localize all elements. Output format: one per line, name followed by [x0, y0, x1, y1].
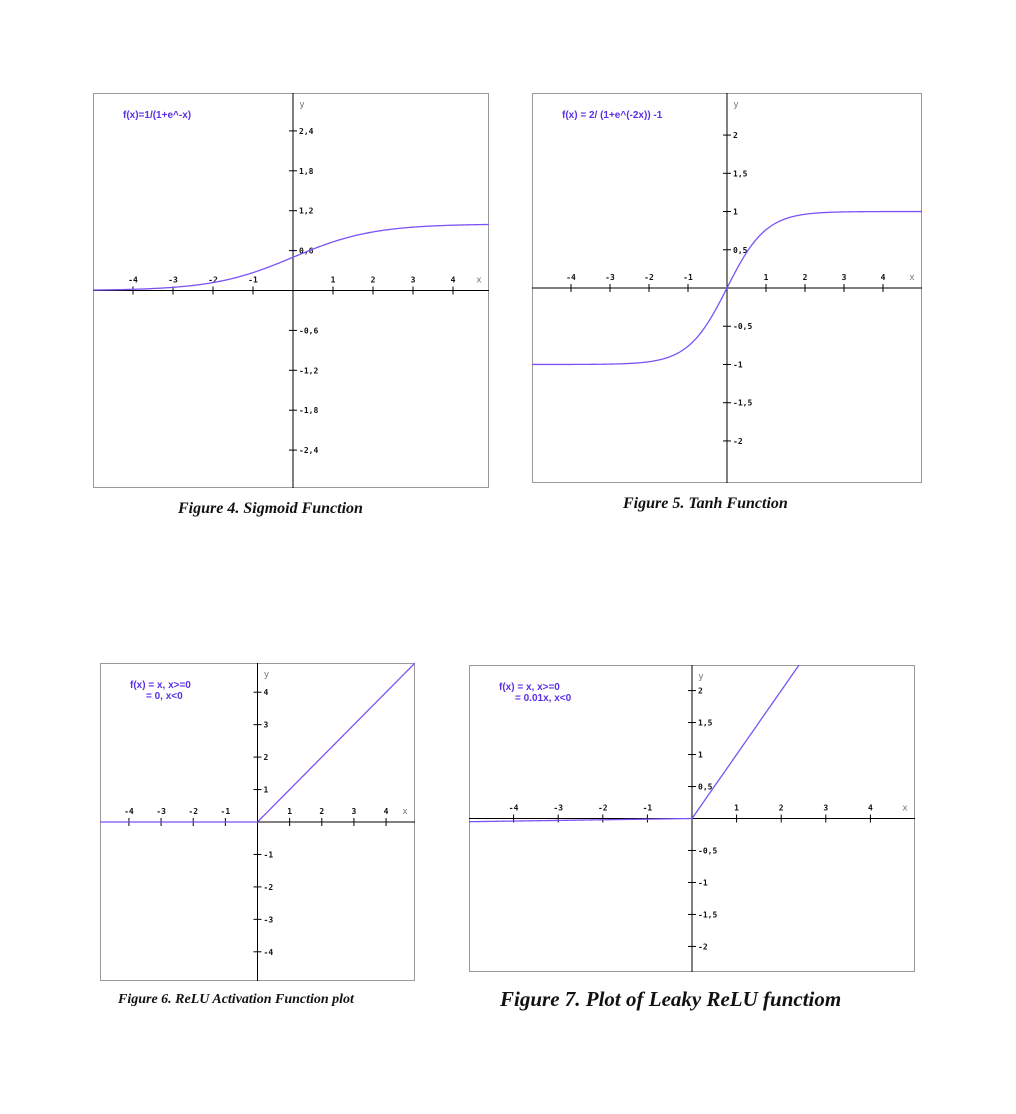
y-axis-label: y	[698, 672, 704, 682]
y-tick-label: 2	[264, 753, 269, 762]
x-tick-label: 1	[734, 804, 739, 813]
x-tick-label: -3	[156, 807, 166, 816]
x-tick-label: -4	[566, 273, 576, 282]
y-axis-label: y	[264, 670, 270, 680]
relu-chart: -4 -3 -2 -1 1 2 3 4 4 3 2 1 -1 -2 -3 -4 x y f(x) = x, x>=0…	[100, 663, 415, 981]
y-tick-label: 1,2	[299, 207, 314, 216]
x-tick-label: -2	[188, 807, 198, 816]
x-tick-label: 2	[319, 807, 324, 816]
y-tick-label: -1,8	[299, 406, 318, 415]
y-tick-label: -2	[733, 437, 743, 446]
x-tick-label: -1	[221, 807, 231, 816]
y-tick-label: 1,8	[299, 167, 314, 176]
x-axis-label: x	[476, 276, 482, 286]
leaky-relu-caption: Figure 7. Plot of Leaky ReLU functiom	[500, 987, 842, 1011]
function-curve	[93, 223, 489, 291]
formula-line: f(x)=1/(1+e^-x)	[123, 110, 191, 121]
y-tick-label: 0,5	[698, 783, 713, 792]
y-tick-label: 2,4	[299, 127, 314, 136]
formula-line: f(x) = x, x>=0	[130, 680, 191, 691]
x-tick-label: 1	[287, 807, 292, 816]
y-tick-label: -1	[733, 360, 743, 369]
relu-figure: -4 -3 -2 -1 1 2 3 4 4 3 2 1 -1 -2 -3 -4 x y f(x) = x, x>=0…	[100, 663, 415, 981]
relu-caption: Figure 6. ReLU Activation Function plot	[118, 992, 354, 1007]
x-tick-label: 2	[779, 804, 784, 813]
sigmoid-chart: -4 -3 -2 -1 1 2 3 42,41,81,20,6-0,6-1,2-1,8-2,4…	[93, 93, 489, 488]
tanh-chart: -4 -3 -2 -1 1 2 3 4 2 1,5 1 0,5 -0,5 -1 -1,5 -2 x y f(x) =…	[532, 93, 922, 483]
formula-line: f(x) = x, x>=0	[499, 682, 560, 693]
x-tick-label: 2	[803, 273, 808, 282]
x-tick-label: 4	[868, 804, 873, 813]
x-tick-label: -3	[605, 273, 615, 282]
function-curve	[469, 665, 800, 823]
x-tick-label: -3	[168, 276, 178, 285]
x-tick-label: -4	[509, 804, 519, 813]
function-curve	[532, 210, 922, 366]
x-tick-label: 4	[451, 276, 456, 285]
y-tick-label: 1,5	[698, 719, 713, 728]
sigmoid-figure: -4 -3 -2 -1 1 2 3 4 2,4 1,8 1,2 0,6 -0,6 -1,2 -1,8 -2,4…	[93, 93, 489, 488]
y-tick-label: -2	[698, 942, 708, 951]
y-tick-label: 4	[264, 688, 269, 697]
y-tick-label: 1,5	[733, 169, 748, 178]
y-tick-label: 2	[698, 687, 703, 696]
x-tick-label: -2	[208, 276, 218, 285]
x-tick-label: -1	[643, 804, 653, 813]
x-tick-label: 1	[331, 276, 336, 285]
tanh-figure: -4 -3 -2 -1 1 2 3 4 2 1,5 1 0,5 -0,5 -1 -1,5 -2 x y f(x) =…	[532, 93, 922, 483]
y-tick-label: -2,4	[299, 446, 318, 455]
tanh-caption: Figure 5. Tanh Function	[623, 495, 788, 512]
y-axis-label: y	[733, 100, 739, 110]
y-tick-label: -4	[264, 948, 274, 957]
y-tick-label: 0,5	[733, 246, 748, 255]
x-tick-label: -4	[128, 276, 138, 285]
y-tick-label: -1	[698, 878, 708, 887]
x-tick-label: 3	[352, 807, 357, 816]
formula-line: = 0, x<0	[146, 691, 183, 702]
y-axis-label: y	[299, 100, 305, 110]
x-tick-label: -1	[683, 273, 693, 282]
y-tick-label: -0,5	[698, 846, 717, 855]
function-curve	[100, 663, 415, 823]
y-tick-label: 1	[264, 786, 269, 795]
x-axis-label: x	[402, 807, 408, 817]
x-tick-label: -4	[124, 807, 134, 816]
x-tick-label: 4	[384, 807, 389, 816]
x-tick-label: -2	[598, 804, 608, 813]
x-tick-label: -3	[553, 804, 563, 813]
y-tick-label: 3	[264, 721, 269, 730]
y-tick-label: -0,6	[299, 326, 318, 335]
x-tick-label: 2	[371, 276, 376, 285]
leaky-relu-figure: -4 -3 -2 -1 1 2 3 4 2 1,5 1 0,5 -0,5 -1 -1,5 -2 x y f(x) =…	[469, 665, 915, 972]
y-tick-label: 1	[733, 208, 738, 217]
y-tick-label: -1,2	[299, 366, 318, 375]
x-tick-label: 4	[881, 273, 886, 282]
formula-line: f(x) = 2/ (1+e^(-2x)) -1	[562, 110, 663, 121]
x-tick-label: 3	[842, 273, 847, 282]
y-tick-label: -0,5	[733, 322, 752, 331]
y-tick-label: -2	[264, 883, 274, 892]
formula-line: = 0.01x, x<0	[515, 693, 572, 704]
y-tick-label: -1,5	[733, 399, 752, 408]
x-tick-label: 3	[411, 276, 416, 285]
x-tick-label: 3	[823, 804, 828, 813]
y-tick-label: -1,5	[698, 910, 717, 919]
x-axis-label: x	[902, 804, 908, 814]
y-tick-label: 1	[698, 751, 703, 760]
x-axis-label: x	[909, 273, 915, 283]
y-tick-label: 2	[733, 131, 738, 140]
y-tick-label: -1	[264, 850, 274, 859]
x-tick-label: 1	[764, 273, 769, 282]
sigmoid-caption: Figure 4. Sigmoid Function	[178, 500, 363, 517]
y-tick-label: -3	[264, 915, 274, 924]
x-tick-label: -2	[644, 273, 654, 282]
x-tick-label: -1	[248, 276, 258, 285]
leaky-relu-chart: -4 -3 -2 -1 1 2 3 4 2 1,5 1 0,5 -0,5 -1 -1,5 -2 x y f(x) =…	[469, 665, 915, 972]
